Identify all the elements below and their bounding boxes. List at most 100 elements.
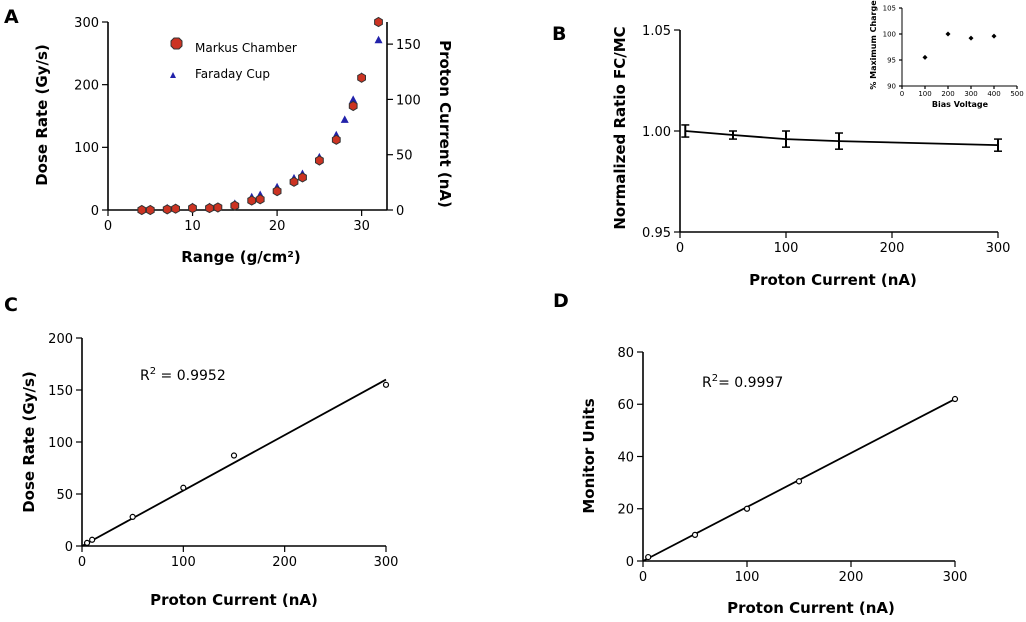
faraday-cup-point <box>374 35 383 44</box>
data-point <box>951 395 959 403</box>
data-point <box>691 531 699 538</box>
panel-b-x-tick-label: 0 <box>676 241 684 256</box>
inset-point <box>945 31 951 37</box>
panel-c-y-tick-label: 200 <box>48 332 73 347</box>
markus-chamber-point <box>331 134 341 145</box>
panel-b-x-tick-label: 300 <box>986 241 1011 256</box>
data-point <box>129 513 136 520</box>
panel-a-y-tick-label: 100 <box>74 141 99 156</box>
panel-b-ylabel: Normalized Ratio FC/MC <box>611 26 629 229</box>
panel-c-y-tick-label: 0 <box>65 540 73 555</box>
panel-c-x-tick-label: 100 <box>171 555 196 570</box>
panel-d-y-tick-label: 0 <box>626 555 634 570</box>
panel-a-y2-tick-label: 100 <box>396 93 421 108</box>
panel-b-y-tick-label: 0.95 <box>642 226 671 241</box>
panel-a-marks <box>137 16 383 216</box>
markus-chamber-point <box>247 195 257 206</box>
panel-c-ylabel: Dose Rate (Gy/s) <box>20 371 38 513</box>
inset-axes: 0 100 200 300 400 500 90 95 100 105 <box>883 4 1024 98</box>
panel-d-y-tick-label: 20 <box>617 503 634 518</box>
panel-b-axes: 0 100 200 300 0.95 1.00 1.05 <box>642 24 1010 256</box>
data-point <box>382 381 390 388</box>
panel-a-y2label: Proton Current (nA) <box>436 40 454 208</box>
panel-c-axes: 0 100 200 300 0 50 100 150 200 <box>48 332 398 570</box>
markus-chamber-point <box>188 203 197 214</box>
markus-chamber-point <box>348 100 358 112</box>
panel-d-xlabel: Proton Current (nA) <box>727 599 895 617</box>
chart-panel-c: 0 100 200 300 0 50 100 150 200 R2 = 0.9952 Proto… <box>20 332 398 609</box>
markus-chamber-point <box>145 204 155 216</box>
markus-chamber-point <box>289 176 299 187</box>
panel-c-x-tick-label: 200 <box>272 555 297 570</box>
panel-d-y-tick-label: 40 <box>617 450 634 465</box>
inset-x-tick-label: 200 <box>941 90 954 98</box>
markus-chamber-point <box>357 72 366 83</box>
data-point <box>795 478 803 485</box>
data-point <box>89 536 96 543</box>
panel-b-marks <box>681 124 1002 152</box>
legend-marker-markus <box>170 37 183 50</box>
panel-d-x-tick-label: 200 <box>839 570 864 585</box>
chart-panel-d: 0 100 200 300 0 20 40 60 80 R2= 0.9997 Proton Cu… <box>580 346 967 617</box>
inset-point <box>922 54 928 60</box>
markus-chamber-point <box>137 204 147 216</box>
faraday-cup-point <box>349 95 358 103</box>
data-point <box>83 539 91 546</box>
panel-c-x-tick-label: 300 <box>374 555 399 570</box>
legend-label-faraday: Faraday Cup <box>195 67 270 81</box>
panel-d-x-tick-label: 100 <box>735 570 760 585</box>
panel-a-y-tick-label: 0 <box>91 204 99 219</box>
panel-a-ylabel: Dose Rate (Gy/s) <box>33 44 51 186</box>
panel-a-x-tick-label: 30 <box>353 219 370 234</box>
markus-chamber-point <box>255 194 265 205</box>
panel-b-y-tick-label: 1.05 <box>642 24 671 39</box>
inset-point <box>968 35 974 41</box>
data-point <box>180 484 187 491</box>
data-point <box>743 505 751 512</box>
inset-xlabel: Bias Voltage <box>932 100 989 109</box>
panel-a-legend: Markus Chamber Faraday Cup <box>170 37 297 81</box>
panel-letter-b: B <box>552 23 566 45</box>
inset-y-tick-label: 100 <box>883 30 896 38</box>
panel-a-y-tick-label: 200 <box>74 79 99 94</box>
panel-a-x-tick-label: 20 <box>269 219 286 234</box>
panel-d-y-tick-label: 60 <box>617 398 634 413</box>
panel-c-y-tick-label: 50 <box>56 488 73 503</box>
panel-a-xlabel: Range (g/cm²) <box>181 248 301 266</box>
markus-chamber-point <box>230 200 240 211</box>
panel-c-r2-annotation: R2 = 0.9952 <box>140 366 226 384</box>
panel-d-r2-annotation: R2= 0.9997 <box>702 373 783 391</box>
panel-letter-a: A <box>4 6 19 28</box>
panel-a-y2-tick-label: 50 <box>396 149 413 164</box>
inset-y-tick-label: 105 <box>883 4 896 12</box>
markus-chamber-point <box>162 204 172 215</box>
legend-marker-faraday <box>170 72 176 78</box>
panel-d-x-tick-label: 300 <box>943 570 968 585</box>
markus-chamber-point <box>213 202 223 213</box>
panel-b-x-tick-label: 200 <box>880 241 905 256</box>
panel-c-xlabel: Proton Current (nA) <box>150 591 318 609</box>
inset-x-tick-label: 500 <box>1010 90 1023 98</box>
panel-letter-d: D <box>553 290 569 312</box>
panel-d-marks <box>642 395 959 562</box>
panel-d-ylabel: Monitor Units <box>580 398 598 513</box>
inset-point <box>991 33 997 39</box>
markus-chamber-point <box>298 172 307 183</box>
panel-a-x-tick-label: 0 <box>104 219 112 234</box>
inset-ylabel: % Maximum Charge <box>869 0 878 90</box>
panel-c-y-tick-label: 150 <box>48 384 73 399</box>
panel-c-y-tick-label: 100 <box>48 436 73 451</box>
panel-d-x-tick-label: 0 <box>639 570 647 585</box>
panel-d-y-tick-label: 80 <box>617 346 634 361</box>
inset-x-tick-label: 100 <box>918 90 931 98</box>
panel-a-y2-tick-label: 150 <box>396 38 421 53</box>
panel-c-x-tick-label: 0 <box>78 555 86 570</box>
inset-x-tick-label: 300 <box>964 90 977 98</box>
markus-chamber-point <box>205 203 214 214</box>
inset-y-tick-label: 95 <box>887 56 896 64</box>
fit-line <box>81 378 387 547</box>
